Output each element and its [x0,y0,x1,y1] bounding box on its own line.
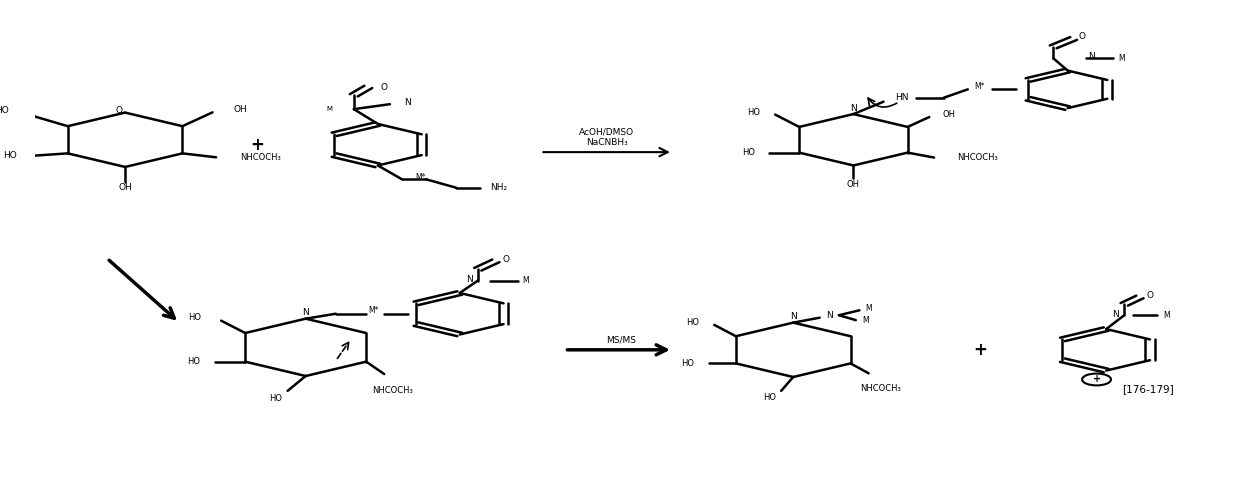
Text: HO: HO [686,318,699,327]
Text: NaCNBH₃: NaCNBH₃ [585,138,627,147]
Text: M: M [522,276,529,285]
Text: +: + [250,136,264,154]
Text: NHCOCH₃: NHCOCH₃ [241,153,281,162]
Text: O: O [502,255,508,264]
Text: N: N [790,312,796,321]
Text: OH: OH [942,110,955,119]
Text: HO: HO [188,313,201,322]
Text: O: O [1079,32,1085,41]
Text: O: O [1146,291,1153,300]
Text: +: + [1092,374,1101,385]
Text: HN: HN [895,93,908,102]
Text: [176-179]: [176-179] [1122,384,1174,394]
Text: OH: OH [233,105,247,114]
Text: OH: OH [118,183,131,192]
Text: +: + [973,341,987,359]
Text: MS/MS: MS/MS [606,335,636,344]
Text: N: N [303,308,309,317]
Text: M*: M* [415,173,425,182]
Text: N: N [466,275,472,284]
Text: NH₂: NH₂ [490,183,507,192]
Text: HO: HO [742,148,755,157]
Text: OH: OH [847,180,859,189]
Text: M: M [862,316,869,325]
Text: HO: HO [269,394,281,403]
Text: NHCOCH₃: NHCOCH₃ [957,153,998,162]
Text: M: M [866,304,873,313]
Text: M: M [1118,54,1125,63]
Text: NHCOCH₃: NHCOCH₃ [861,384,901,393]
Text: N: N [851,104,857,113]
Text: HO: HO [4,151,17,161]
Text: O: O [381,83,387,92]
Text: M: M [1163,311,1169,320]
Text: N: N [1089,52,1095,61]
Text: HO: HO [187,357,200,366]
Text: M: M [327,106,332,112]
Text: O: O [115,106,123,115]
Text: N: N [826,311,833,320]
Text: NHCOCH₃: NHCOCH₃ [372,386,413,395]
Text: N: N [404,98,412,107]
Text: AcOH/DMSO: AcOH/DMSO [579,128,634,137]
Text: M*: M* [975,83,985,91]
Text: M*: M* [368,306,378,315]
Text: HO: HO [0,106,9,115]
Text: HO: HO [763,393,776,402]
Text: HO: HO [746,107,760,117]
Text: HO: HO [681,359,694,368]
Text: N: N [1112,310,1120,319]
